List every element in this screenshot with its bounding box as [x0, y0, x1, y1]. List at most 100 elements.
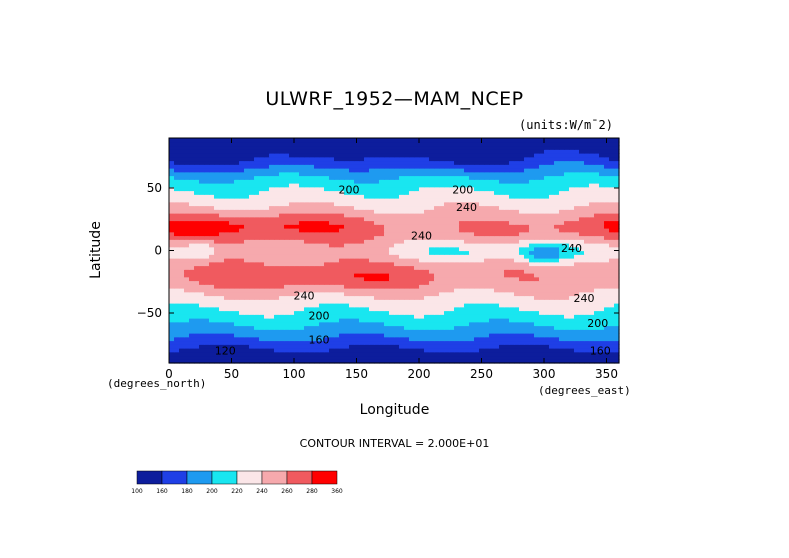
contour-cell	[229, 276, 235, 282]
contour-cell	[549, 175, 555, 180]
contour-cell	[359, 310, 365, 315]
contour-cell	[259, 265, 265, 270]
contour-cell	[494, 273, 500, 278]
contour-cell	[169, 329, 175, 334]
contour-cell	[239, 321, 245, 327]
contour-cell	[534, 235, 540, 240]
contour-cell	[209, 235, 215, 240]
contour-cell	[319, 243, 325, 248]
contour-cell	[409, 201, 415, 207]
contour-cell	[364, 265, 370, 270]
contour-cell	[199, 168, 205, 173]
contour-cell	[614, 269, 620, 274]
contour-cell	[514, 194, 520, 199]
contour-cell	[394, 303, 400, 308]
contour-cell	[509, 186, 515, 192]
contour-cell	[524, 351, 530, 357]
contour-cell	[489, 205, 495, 210]
contour-cell	[394, 183, 400, 188]
contour-cell	[184, 269, 190, 274]
contour-cell	[604, 284, 610, 289]
contour-cell	[359, 329, 365, 334]
contour-cell	[269, 190, 275, 195]
contour-cell	[189, 175, 195, 180]
contour-cell	[309, 351, 315, 357]
contour-cell	[569, 314, 575, 319]
contour-cell	[544, 329, 550, 334]
contour-cell	[244, 336, 250, 342]
contour-cell	[239, 220, 245, 225]
contour-cell	[444, 205, 450, 210]
contour-cell	[564, 213, 570, 218]
contour-cell	[429, 273, 435, 278]
contour-cell	[504, 258, 510, 263]
contour-cell	[359, 228, 365, 233]
contour-cell	[329, 220, 335, 225]
contour-cell	[364, 306, 370, 312]
contour-cell	[529, 235, 535, 240]
contour-cell	[184, 359, 190, 364]
contour-cell	[324, 258, 330, 263]
contour-cell	[589, 231, 595, 237]
contour-cell	[409, 231, 415, 237]
contour-cell	[289, 306, 295, 312]
contour-cell	[319, 190, 325, 195]
contour-cell	[574, 258, 580, 263]
contour-cell	[569, 216, 575, 222]
contour-cell	[569, 269, 575, 274]
contour-cell	[244, 216, 250, 222]
contour-cell	[369, 243, 375, 248]
contour-cell	[174, 220, 180, 225]
contour-cell	[419, 321, 425, 327]
contour-cell	[419, 340, 425, 345]
contour-cell	[589, 306, 595, 312]
contour-cell	[579, 168, 585, 173]
contour-cell	[184, 194, 190, 199]
contour-cell	[334, 179, 340, 184]
contour-cell	[299, 194, 305, 199]
contour-cell	[574, 280, 580, 285]
contour-cell	[314, 235, 320, 240]
contour-cell	[194, 175, 200, 180]
contour-cell	[614, 175, 620, 180]
contour-cell	[589, 333, 595, 338]
contour-cell	[464, 198, 470, 203]
contour-cell	[449, 175, 455, 180]
contour-cell	[214, 284, 220, 289]
contour-cell	[404, 336, 410, 342]
contour-cell	[434, 213, 440, 218]
contour-cell	[524, 175, 530, 180]
contour-cell	[499, 160, 505, 165]
contour-cell	[459, 190, 465, 195]
contour-cell	[269, 284, 275, 289]
contour-cell	[269, 351, 275, 357]
contour-cell	[174, 351, 180, 357]
contour-cell	[534, 295, 540, 300]
contour-cell	[554, 175, 560, 180]
contour-cell	[489, 228, 495, 233]
contour-cell	[269, 344, 275, 349]
contour-cell	[499, 224, 505, 229]
contour-cell	[424, 201, 430, 207]
contour-cell	[264, 348, 270, 353]
contour-cell	[604, 201, 610, 207]
contour-cell	[179, 276, 185, 282]
contour-cell	[474, 254, 480, 259]
contour-cell	[604, 213, 610, 218]
contour-cell	[434, 205, 440, 210]
contour-cell	[489, 355, 495, 360]
contour-cell	[169, 186, 175, 192]
contour-cell	[334, 250, 340, 255]
contour-cell	[329, 258, 335, 263]
contour-cell	[599, 168, 605, 173]
contour-cell	[204, 186, 210, 192]
contour-cell	[299, 216, 305, 222]
contour-cell	[259, 246, 265, 252]
contour-cell	[239, 344, 245, 349]
contour-cell	[324, 183, 330, 188]
contour-cell	[274, 351, 280, 357]
contour-cell	[299, 258, 305, 263]
contour-cell	[339, 333, 345, 338]
contour-cell	[359, 321, 365, 327]
contour-cell	[594, 156, 600, 162]
